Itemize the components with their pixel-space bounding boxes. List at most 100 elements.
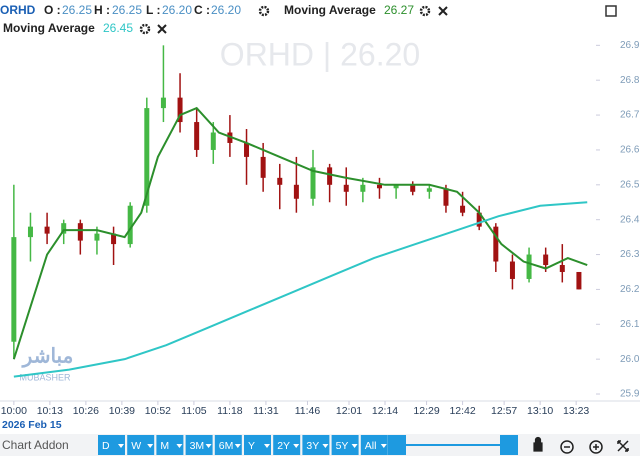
- date-label: 2026 Feb 15: [2, 419, 62, 431]
- range-button[interactable]: [156, 435, 184, 455]
- zoom-out[interactable]: [560, 440, 574, 454]
- legend-value: 26.45: [103, 21, 133, 35]
- ohlc-label: O :: [44, 3, 61, 17]
- y-tick-label: 26.1: [620, 319, 640, 330]
- x-tick-label: 11:31: [253, 405, 279, 417]
- range-button[interactable]: [302, 435, 330, 455]
- watermark: ORHD | 26.20: [220, 36, 420, 72]
- ohlc-label: C :: [194, 3, 210, 17]
- ohlc-value: 26.25: [62, 3, 92, 17]
- candle-body: [177, 97, 183, 123]
- x-tick-label: 11:05: [181, 405, 207, 417]
- candle-body: [194, 122, 200, 150]
- candle-body: [277, 177, 283, 185]
- y-tick-label: 25.9: [620, 389, 640, 400]
- settings-icon[interactable]: [139, 23, 151, 35]
- ohlc-value: 26.20: [211, 3, 241, 17]
- range-label[interactable]: 6M: [219, 440, 234, 452]
- candle-body: [393, 184, 399, 189]
- ohlc-label: H :: [94, 3, 110, 17]
- range-button[interactable]: [127, 435, 155, 455]
- y-tick-label: 26.7: [620, 110, 640, 121]
- ohlc-value: 26.20: [162, 3, 192, 17]
- candle-body: [327, 167, 333, 185]
- candle-body: [210, 132, 216, 150]
- fullscreen-icon[interactable]: [617, 440, 629, 452]
- candle-body: [260, 156, 266, 178]
- moving-average-line: [12, 106, 588, 360]
- x-tick-label: 12:01: [336, 405, 362, 417]
- zoom-in-sign: [593, 444, 599, 450]
- legend-name: Moving Average: [284, 3, 376, 17]
- x-tick-label: 10:26: [73, 405, 99, 417]
- candle-body: [426, 188, 432, 192]
- dropdown-caret: [351, 444, 358, 448]
- slider-handle[interactable]: [388, 435, 406, 455]
- candle-body: [343, 184, 349, 192]
- dropdown-caret: [380, 444, 387, 448]
- candle-body: [443, 188, 449, 206]
- range-button[interactable]: [273, 435, 301, 455]
- symbol: ORHD: [0, 3, 36, 17]
- range-button[interactable]: [98, 435, 125, 455]
- range-label[interactable]: 3Y: [306, 440, 319, 452]
- x-tick-label: 10:39: [109, 405, 135, 417]
- zoom-in[interactable]: [589, 440, 603, 454]
- candle-body: [160, 97, 166, 109]
- range-label[interactable]: 5Y: [336, 440, 349, 452]
- y-tick-label: 26.0: [620, 354, 640, 365]
- candle-body: [310, 167, 316, 199]
- candle-body: [127, 205, 133, 245]
- range-label[interactable]: 3M: [190, 440, 205, 452]
- range-button[interactable]: [360, 435, 388, 455]
- candle-body: [11, 237, 17, 342]
- range-label[interactable]: M: [160, 440, 169, 452]
- range-label[interactable]: D: [102, 440, 110, 452]
- settings-icon[interactable]: [258, 5, 270, 17]
- range-label[interactable]: W: [131, 440, 141, 452]
- candle-body: [293, 184, 299, 199]
- x-tick-label: 10:52: [145, 405, 171, 417]
- close-icon[interactable]: [438, 6, 448, 16]
- range-button[interactable]: [214, 435, 242, 455]
- range-label[interactable]: Y: [248, 440, 255, 452]
- y-tick-label: 26.3: [620, 249, 640, 260]
- candle-body: [526, 254, 532, 279]
- dropdown-caret: [118, 444, 124, 448]
- candle-body: [61, 223, 67, 234]
- range-button[interactable]: [185, 435, 213, 455]
- candle-body: [360, 184, 366, 192]
- candle-body: [460, 205, 466, 213]
- lock-icon[interactable]: [533, 436, 543, 452]
- dropdown-caret: [264, 444, 270, 448]
- close-icon[interactable]: [157, 24, 167, 34]
- range-button[interactable]: [331, 435, 359, 455]
- y-tick-label: 26.4: [620, 214, 640, 225]
- dropdown-caret: [205, 444, 212, 448]
- range-label[interactable]: 2Y: [277, 440, 290, 452]
- candle-body: [244, 142, 250, 157]
- dropdown-caret: [234, 444, 241, 448]
- legend-name: Moving Average: [3, 21, 95, 35]
- x-tick-label: 11:18: [217, 405, 243, 417]
- candle-body: [376, 184, 382, 189]
- range-label[interactable]: All: [365, 440, 377, 452]
- candle-body: [576, 271, 582, 290]
- candle-body: [94, 233, 100, 241]
- logo-latin: MUBASHER: [19, 372, 71, 382]
- x-tick-label: 12:14: [372, 405, 398, 417]
- dropdown-caret: [322, 444, 329, 448]
- ohlc-value: 26.25: [112, 3, 142, 17]
- toggle-icon[interactable]: [605, 5, 617, 17]
- slider-handle[interactable]: [500, 435, 518, 455]
- chart-addon[interactable]: Chart Addon: [2, 438, 69, 452]
- candle-body: [509, 261, 515, 279]
- range-button[interactable]: [244, 435, 271, 455]
- dropdown-caret: [293, 444, 300, 448]
- settings-icon[interactable]: [419, 5, 431, 17]
- x-tick-label: 10:13: [37, 405, 63, 417]
- ohlc-label: L :: [146, 3, 160, 17]
- candle-body: [410, 184, 416, 192]
- x-tick-label: 13:10: [527, 405, 553, 417]
